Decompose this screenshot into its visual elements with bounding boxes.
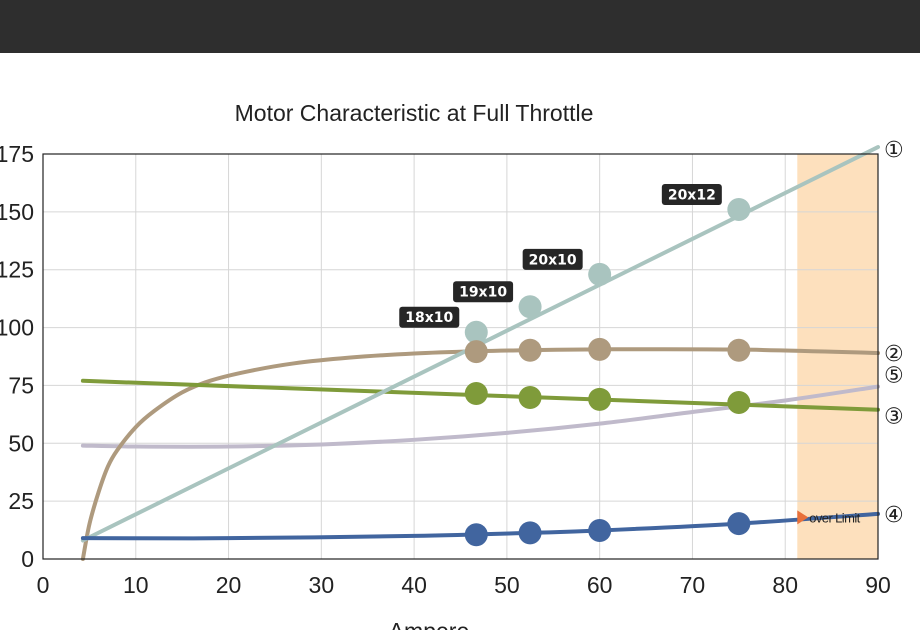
y-tick-label: 50	[8, 430, 34, 456]
over-limit-arrow	[797, 510, 809, 525]
data-point-4	[464, 523, 488, 547]
prop-label: 20x10	[529, 252, 577, 268]
data-point-1	[518, 295, 542, 319]
data-point-4	[588, 519, 612, 543]
y-tick-label: 25	[8, 488, 34, 514]
data-point-2	[727, 338, 751, 362]
x-axis-title: Ampere	[389, 618, 470, 630]
data-point-4	[727, 512, 751, 536]
prop-label: 20x12	[668, 188, 716, 204]
data-point-1	[727, 198, 751, 222]
data-point-4	[518, 521, 542, 545]
series-marker-2: ②	[884, 342, 904, 367]
y-tick-label: 125	[0, 257, 34, 283]
data-point-3	[727, 391, 751, 415]
y-tick-label: 100	[0, 315, 34, 341]
prop-label-box	[453, 281, 514, 303]
data-point-2	[518, 338, 542, 362]
axes: 0 10 20 30 40 50 60 70 80 90 0 25 50 75 100 125 150 175	[0, 141, 891, 598]
prop-label: 18x10	[405, 310, 453, 326]
top-bar	[0, 0, 920, 53]
data-point-2	[464, 340, 488, 364]
over-limit-label: over Limit	[809, 510, 860, 525]
y-tick-label: 150	[0, 199, 34, 225]
y-tick-label: 75	[8, 372, 34, 398]
x-tick-label: 60	[587, 572, 613, 598]
x-tick-label: 40	[401, 572, 427, 598]
over-limit-band	[797, 154, 878, 559]
labels-layer: 18x10 19x10 20x10 20x12 ① ② ③ ④ ⑤ over Limit	[399, 138, 904, 528]
x-tick-label: 20	[216, 572, 242, 598]
series-marker-5: ⑤	[884, 364, 904, 389]
x-tick-label: 50	[494, 572, 520, 598]
x-tick-label: 0	[37, 572, 50, 598]
prop-label: 19x10	[459, 285, 507, 301]
x-tick-label: 30	[309, 572, 335, 598]
points-layer	[464, 198, 751, 547]
x-tick-label: 10	[123, 572, 149, 598]
y-tick-label: 0	[21, 546, 34, 572]
over-limit-region	[797, 154, 878, 559]
chart-container: Motor Characteristic at Full Throttle 18…	[0, 53, 920, 630]
series-marker-1: ①	[884, 138, 904, 163]
series-line-2	[80, 347, 880, 561]
plot-frame	[42, 153, 879, 560]
data-point-1	[588, 262, 612, 286]
data-point-1	[464, 320, 488, 344]
data-point-2	[588, 337, 612, 361]
prop-label-box	[399, 306, 460, 328]
data-point-3	[588, 387, 612, 411]
x-tick-label: 70	[680, 572, 706, 598]
x-tick-label: 80	[772, 572, 798, 598]
data-point-3	[464, 382, 488, 406]
series-marker-4: ④	[884, 503, 904, 528]
x-tick-label: 90	[865, 572, 891, 598]
series-marker-3: ③	[884, 405, 904, 430]
y-tick-label: 175	[0, 141, 34, 167]
data-point-3	[518, 385, 542, 409]
prop-label-box	[522, 248, 583, 270]
chart-title: Motor Characteristic at Full Throttle	[235, 100, 594, 126]
motor-chart: Motor Characteristic at Full Throttle 18…	[0, 100, 904, 630]
prop-label-box	[661, 184, 722, 206]
